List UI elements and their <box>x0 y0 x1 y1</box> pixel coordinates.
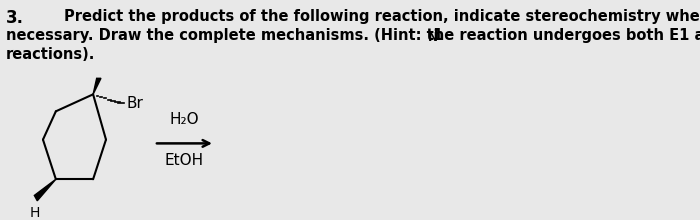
Text: 1: 1 <box>433 28 443 43</box>
Text: Br: Br <box>127 96 144 111</box>
Text: H₂O: H₂O <box>169 112 200 127</box>
Polygon shape <box>34 179 56 201</box>
Text: EtOH: EtOH <box>164 153 204 168</box>
Text: necessary. Draw the complete mechanisms. (Hint: the reaction undergoes both E1 a: necessary. Draw the complete mechanisms.… <box>6 28 700 43</box>
Text: H: H <box>29 206 40 220</box>
Text: reactions).: reactions). <box>6 47 95 62</box>
Polygon shape <box>93 78 101 94</box>
Text: N: N <box>428 31 438 44</box>
Text: 3.: 3. <box>6 9 24 28</box>
Text: Predict the products of the following reaction, indicate stereochemistry where: Predict the products of the following re… <box>64 9 700 24</box>
